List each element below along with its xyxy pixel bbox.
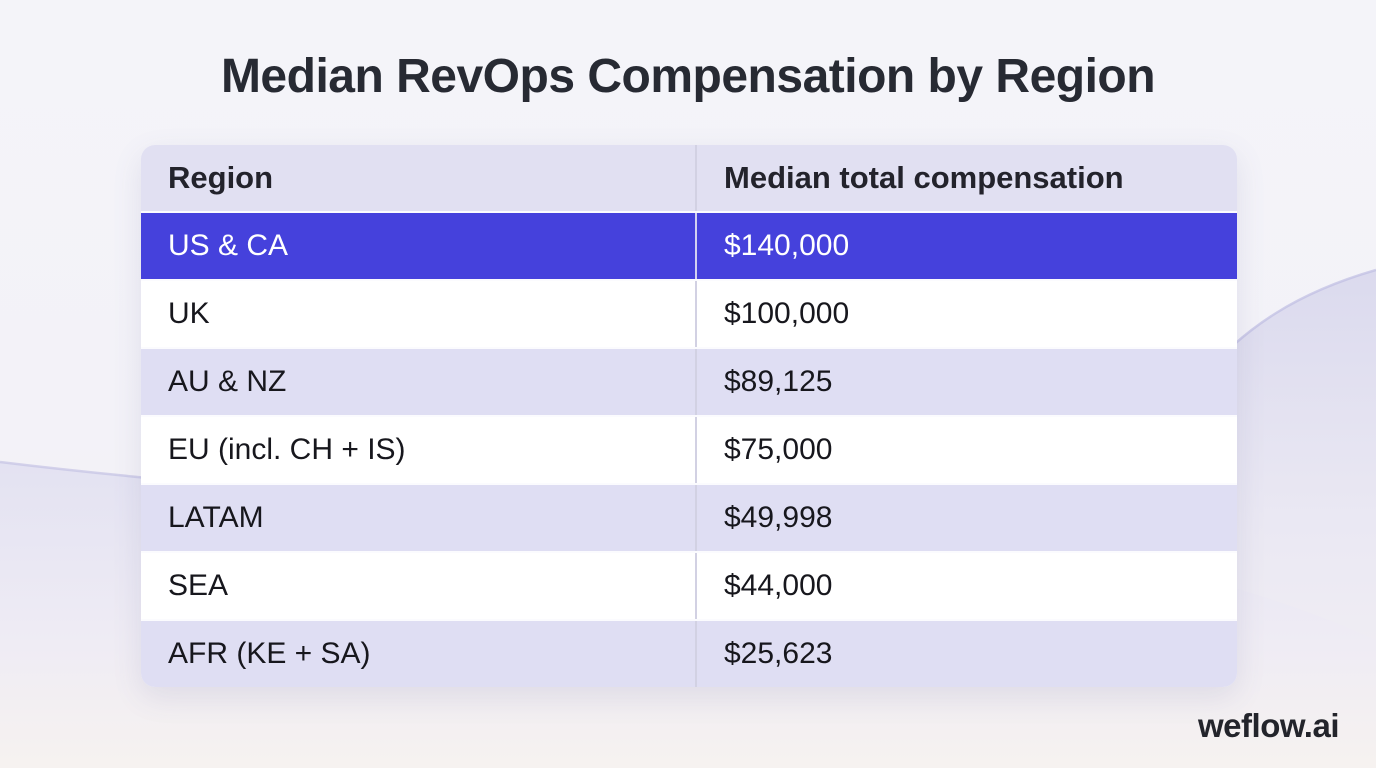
column-divider [695, 145, 697, 211]
column-divider [695, 621, 697, 687]
compensation-table: Region Median total compensation US & CA… [141, 145, 1237, 687]
compensation-cell: $49,998 [724, 501, 833, 534]
region-cell: EU (incl. CH + IS) [168, 433, 406, 466]
region-cell: SEA [168, 569, 229, 602]
column-header-compensation: Median total compensation [724, 160, 1124, 195]
column-divider [695, 349, 697, 415]
table-header-row: Region Median total compensation [141, 145, 1237, 211]
compensation-cell: $25,623 [724, 637, 833, 670]
column-divider [695, 417, 697, 483]
table-row-latam: LATAM $49,998 [141, 485, 1237, 551]
compensation-cell: $75,000 [724, 433, 833, 466]
page-title: Median RevOps Compensation by Region [220, 50, 1156, 103]
column-divider [695, 485, 697, 551]
region-cell: AFR (KE + SA) [168, 637, 371, 670]
column-divider [695, 281, 697, 347]
compensation-cell: $100,000 [724, 297, 850, 330]
compensation-cell: $140,000 [724, 229, 850, 262]
brand-logo: weflow.ai [1198, 707, 1339, 744]
table-row-uk: UK $100,000 [141, 281, 1237, 347]
region-cell: AU & NZ [168, 365, 287, 398]
column-divider [695, 213, 697, 279]
compensation-cell: $44,000 [724, 569, 833, 602]
table-row-afr: AFR (KE + SA) $25,623 [141, 621, 1237, 687]
column-header-region: Region [168, 160, 274, 195]
region-cell: UK [168, 297, 210, 330]
table-row-au-nz: AU & NZ $89,125 [141, 349, 1237, 415]
region-cell: US & CA [168, 229, 289, 262]
table-row-eu: EU (incl. CH + IS) $75,000 [141, 417, 1237, 483]
compensation-cell: $89,125 [724, 365, 833, 398]
table-row-us-ca: US & CA $140,000 [141, 213, 1237, 279]
column-divider [695, 553, 697, 619]
table-row-sea: SEA $44,000 [141, 553, 1237, 619]
region-cell: LATAM [168, 501, 264, 534]
